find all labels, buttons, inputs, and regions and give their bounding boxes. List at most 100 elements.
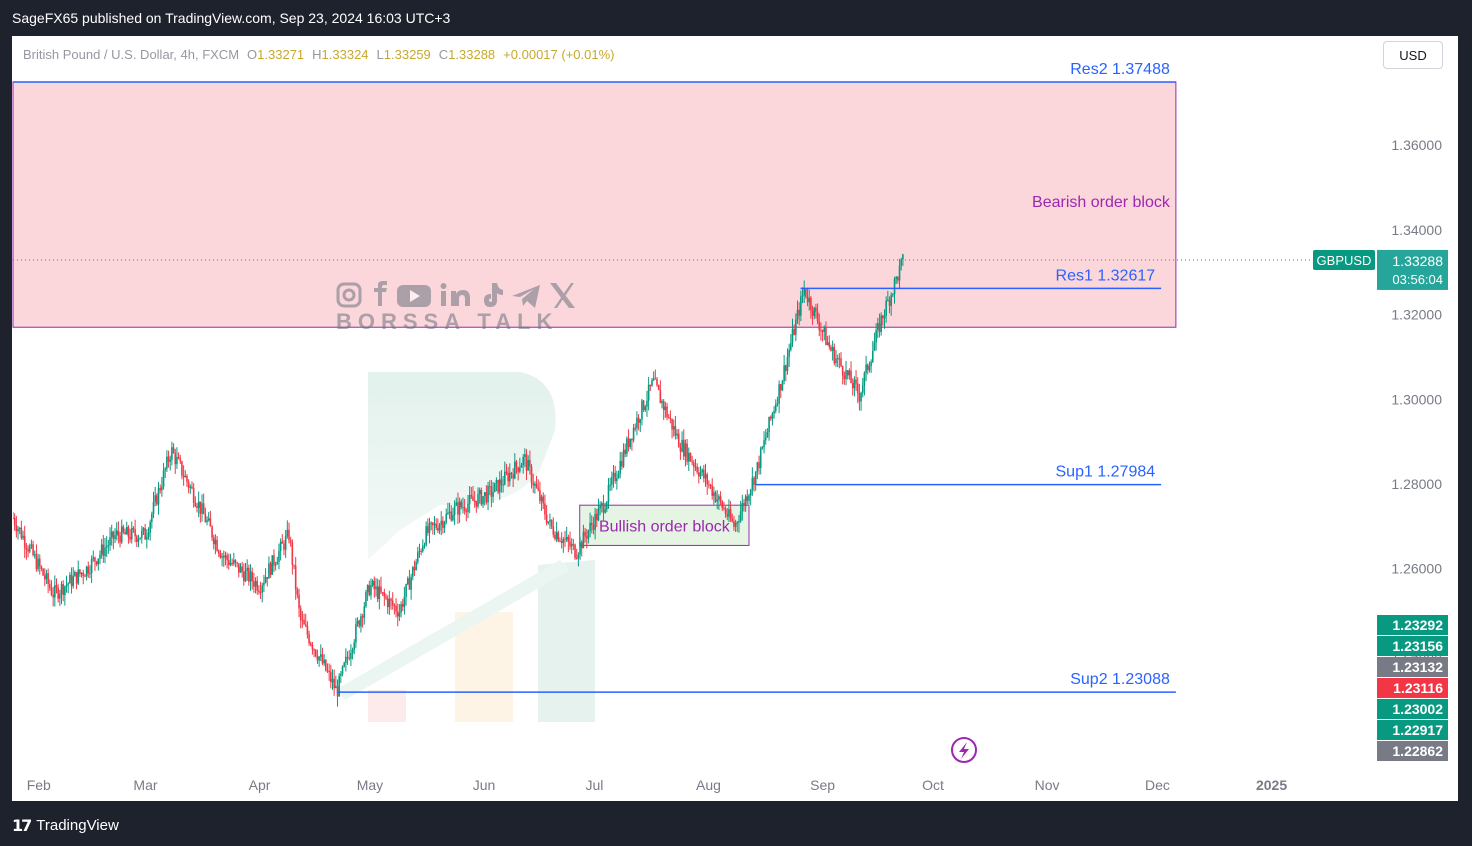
candle [204,507,207,523]
candle [79,569,81,577]
candle [288,522,290,544]
candle [813,307,816,320]
candle [890,292,892,316]
candle [885,296,887,323]
candle [391,592,394,610]
level-sup1[interactable]: Sup1 1.27984 [756,464,1162,486]
candle [721,500,724,511]
candle [381,591,384,596]
candle [38,554,41,575]
level-label: Res2 1.37488 [1070,61,1170,78]
candle [169,455,172,471]
candle [186,474,188,487]
level-res2[interactable]: Res2 1.37488 [13,61,1176,83]
candle [396,603,399,627]
level-res1[interactable]: Res1 1.32617 [800,267,1162,290]
telegram-icon [512,285,540,308]
candle [386,595,389,614]
candle [380,576,382,595]
candle [800,290,802,322]
candle [45,569,48,584]
candle [602,494,605,521]
candle [520,462,523,468]
candle [141,525,143,544]
candle [672,419,675,437]
candle [298,588,300,618]
candle [303,613,305,625]
candle [70,567,73,594]
candle [853,376,856,397]
candle [738,514,740,533]
candle [251,567,253,590]
candle [818,313,821,337]
price-badge: 1.23156 [1377,636,1448,656]
candle [234,559,237,568]
candle [182,465,185,486]
candle [664,401,667,418]
candle [621,452,623,470]
candle [100,538,103,559]
candle [674,415,677,440]
candle [268,556,270,579]
bullish-order-block-zone[interactable] [579,504,750,546]
candle [882,314,884,326]
candle [681,431,683,453]
candle [816,303,819,325]
candle [887,290,889,302]
y-tick-label: 1.36000 [1391,137,1442,153]
x-tick-label: Jun [473,777,496,793]
candle [505,463,508,476]
currency-button[interactable]: USD [1383,41,1443,69]
svg-text:1.23116: 1.23116 [1393,680,1443,696]
candle [289,536,292,547]
candle [425,521,427,547]
candle [261,582,264,603]
candle [637,414,640,431]
lightning-icon[interactable] [951,737,977,763]
candle [686,439,688,465]
candle [485,485,488,505]
candle [134,519,136,543]
candle [132,526,135,533]
candle [550,519,553,530]
candle [428,517,431,544]
candle [216,536,218,552]
candle [716,490,719,510]
candle [778,380,780,414]
candle [871,340,874,364]
candle [522,454,524,474]
candle [442,516,444,534]
candle [749,488,752,506]
level-label: Sup1 1.27984 [1056,464,1156,481]
candle [597,498,600,522]
candle [112,530,115,550]
price-badge: 1.23132 [1377,657,1448,677]
candle [594,508,596,540]
watermark-text: BORSSA TALK [336,309,558,334]
candle [244,562,247,583]
candle [689,452,692,462]
candle [323,654,325,667]
candle [567,534,570,553]
candle [495,477,498,492]
bearish-order-block-zone[interactable] [12,81,1177,328]
level-sup2[interactable]: Sup2 1.23088 [336,671,1176,693]
candle [440,511,443,536]
time-axis: Feb Mar Apr May Jun Jul Aug Sep Oct Nov Dec 2025 [27,777,1288,793]
candle [492,481,494,503]
candle [294,556,297,600]
candle [575,548,578,560]
candle [311,641,314,655]
candle [209,510,212,527]
candle [403,586,406,615]
candle [783,355,785,385]
candle [109,527,111,551]
candle [115,522,118,541]
candle [815,303,817,319]
candle [606,500,608,513]
candle [408,569,411,590]
footer-brand[interactable]: TradingView [36,816,119,834]
candle [222,550,225,567]
candle [269,561,272,578]
